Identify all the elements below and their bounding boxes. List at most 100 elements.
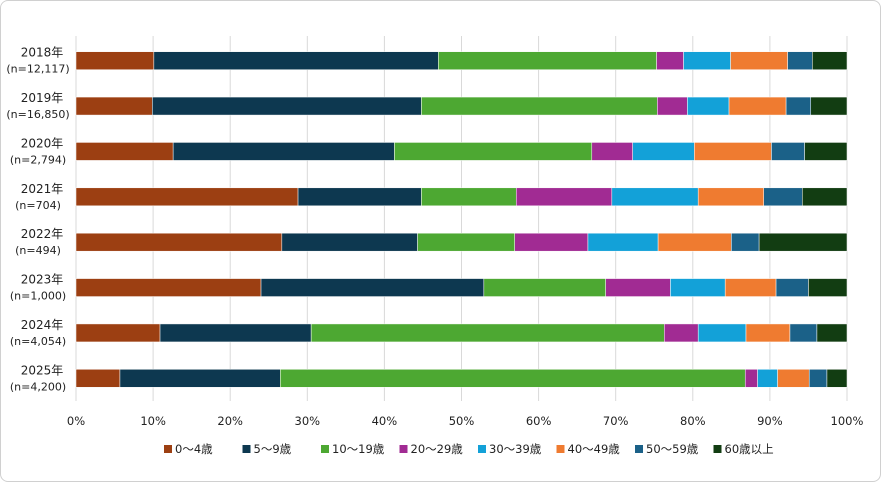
legend: 0～4歳 5～9歳 10～19歳 20～29歳 30～39歳 40～49歳 50～59歳 60… <box>164 442 774 456</box>
legend-swatch <box>478 445 486 453</box>
legend-label: 5～9歳 <box>254 442 292 456</box>
legend-swatch <box>635 445 643 453</box>
bar-segment <box>119 369 281 388</box>
bar-segment <box>683 51 731 70</box>
bar-segment <box>75 323 161 343</box>
bar-segment <box>775 278 809 297</box>
legend-swatch <box>242 445 251 453</box>
category-sample-size: (n=494) <box>15 244 61 257</box>
bar-segment <box>632 142 695 161</box>
bar-segment <box>802 187 848 207</box>
legend-label: 10～19歳 <box>332 442 385 456</box>
x-tick-label: 50% <box>449 414 475 428</box>
bar-segment <box>808 278 848 297</box>
category-label: 2025年 <box>21 363 64 377</box>
category-label: 2023年 <box>21 273 64 287</box>
bar-segment <box>153 51 439 70</box>
bar-segment <box>421 187 517 207</box>
gridlines <box>75 36 848 401</box>
bar-segment <box>591 142 633 161</box>
bar-segment <box>75 369 121 388</box>
bar-segment <box>656 51 684 70</box>
bar-segment <box>697 187 764 207</box>
bar-segment <box>417 232 515 252</box>
bar-segment <box>757 369 778 388</box>
legend-label: 40～49歳 <box>568 442 621 456</box>
legend-label: 30～39歳 <box>489 442 542 456</box>
legend-label: 20～29歳 <box>411 442 464 456</box>
bar-segment <box>657 232 732 252</box>
bar-segment <box>758 232 848 252</box>
bar-segment <box>816 323 848 343</box>
bar-segment <box>789 323 818 343</box>
bar-segment <box>787 51 813 70</box>
bar-segment <box>587 232 659 252</box>
bars <box>75 51 848 388</box>
bar-segment <box>297 187 422 207</box>
bar-segment <box>75 187 299 207</box>
bar-segment <box>281 232 418 252</box>
bar-segment <box>152 96 422 116</box>
bar-segment <box>515 187 613 207</box>
category-sample-size: (n=1,000) <box>10 290 66 303</box>
bar-segment <box>75 96 153 116</box>
category-label: 2022年 <box>21 227 64 241</box>
x-tick-label: 30% <box>295 414 321 428</box>
category-sample-size: (n=4,054) <box>10 335 66 348</box>
x-tick-label: 0% <box>67 414 85 428</box>
category-label: 2019年 <box>21 91 64 105</box>
bar-segment <box>826 369 848 388</box>
legend-label: 0～4歳 <box>175 442 213 456</box>
bar-segment <box>75 51 155 70</box>
x-tick-label: 100% <box>831 414 864 428</box>
bar-segment <box>605 278 671 297</box>
x-tick-label: 60% <box>526 414 552 428</box>
bar-segment <box>730 51 788 70</box>
legend-swatch <box>321 445 329 453</box>
x-tick-label: 80% <box>680 414 706 428</box>
category-label: 2020年 <box>21 136 64 150</box>
x-tick-label: 10% <box>140 414 166 428</box>
x-tick-label: 20% <box>217 414 243 428</box>
category-sample-size: (n=16,850) <box>6 108 69 121</box>
bar-segment <box>697 323 747 343</box>
bar-segment <box>172 142 395 161</box>
category-sample-size: (n=704) <box>15 199 61 212</box>
category-label: 2021年 <box>21 182 64 196</box>
legend-swatch <box>556 445 565 453</box>
bar-segment <box>657 96 688 116</box>
bar-segment <box>728 96 787 116</box>
bar-segment <box>159 323 312 343</box>
bar-segment <box>260 278 485 297</box>
bar-segment <box>280 369 746 388</box>
x-tick-label: 90% <box>757 414 783 428</box>
bar-segment <box>731 232 760 252</box>
bar-segment <box>785 96 812 116</box>
bar-segment <box>75 278 262 297</box>
bar-segment <box>670 278 726 297</box>
bar-segment <box>664 323 699 343</box>
bar-segment <box>394 142 593 161</box>
category-label: 2018年 <box>21 46 64 60</box>
bar-segment <box>744 369 758 388</box>
bar-segment <box>694 142 772 161</box>
bar-segment <box>514 232 589 252</box>
bar-segment <box>810 96 848 116</box>
legend-label: 60歳以上 <box>725 442 774 456</box>
bar-segment <box>483 278 606 297</box>
bar-segment <box>611 187 699 207</box>
category-sample-size: (n=4,200) <box>10 380 66 393</box>
legend-label: 50～59歳 <box>646 442 699 456</box>
bar-segment <box>804 142 848 161</box>
x-tick-label: 40% <box>372 414 398 428</box>
legend-swatch <box>399 445 408 453</box>
bar-segment <box>687 96 730 116</box>
legend-swatch <box>164 445 172 453</box>
bar-segment <box>724 278 777 297</box>
category-label: 2024年 <box>21 318 64 332</box>
bar-segment <box>421 96 658 116</box>
bar-segment <box>310 323 665 343</box>
bar-segment <box>763 187 803 207</box>
bar-segment <box>777 369 810 388</box>
category-sample-size: (n=2,794) <box>10 153 66 166</box>
